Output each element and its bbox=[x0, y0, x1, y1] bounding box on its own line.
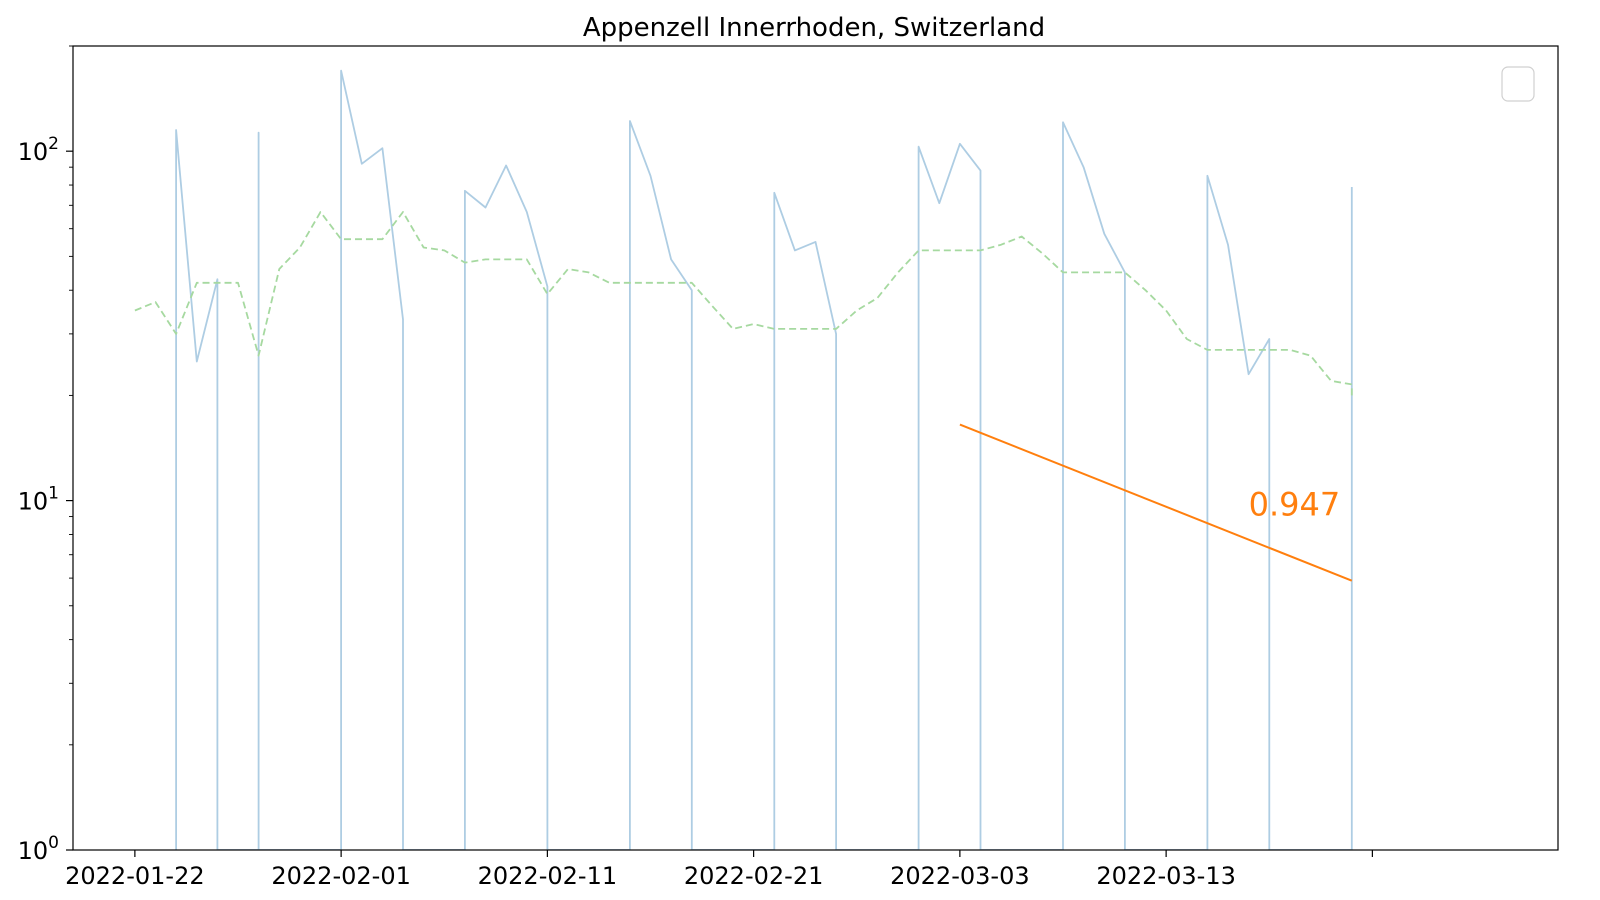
x-tick-label: 2022-02-11 bbox=[478, 862, 617, 890]
series-layer bbox=[134, 69, 1353, 850]
series-line-trend bbox=[959, 423, 1353, 582]
x-tick-label: 2022-03-13 bbox=[1096, 862, 1235, 890]
y-tick-label: 102 bbox=[18, 134, 59, 166]
x-tick-label: 2022-01-22 bbox=[65, 862, 204, 890]
legend-box bbox=[1501, 66, 1535, 102]
x-tick-label: 2022-03-03 bbox=[890, 862, 1029, 890]
x-tick-label: 2022-02-21 bbox=[684, 862, 823, 890]
annotation-layer: 0.947 bbox=[1249, 486, 1341, 524]
x-tick-label: 2022-02-01 bbox=[271, 862, 410, 890]
y-tick-label: 100 bbox=[18, 833, 59, 865]
series-line-daily bbox=[175, 69, 1353, 850]
axes-frame bbox=[72, 45, 1559, 851]
annotation-label: 0.947 bbox=[1249, 486, 1341, 524]
plot-area: 0.947 bbox=[134, 69, 1353, 850]
chart-title: Appenzell Innerrhoden, Switzerland bbox=[583, 13, 1045, 43]
y-axis: 100 101 102 bbox=[18, 45, 73, 865]
y-tick-label: 101 bbox=[18, 484, 59, 516]
x-axis: 2022-01-22 2022-02-01 2022-02-11 2022-02-21… bbox=[65, 850, 1373, 890]
